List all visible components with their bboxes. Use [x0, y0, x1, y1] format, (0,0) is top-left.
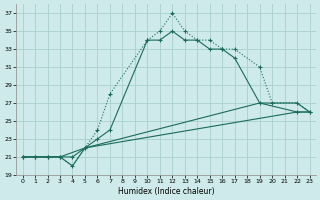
X-axis label: Humidex (Indice chaleur): Humidex (Indice chaleur)	[118, 187, 214, 196]
